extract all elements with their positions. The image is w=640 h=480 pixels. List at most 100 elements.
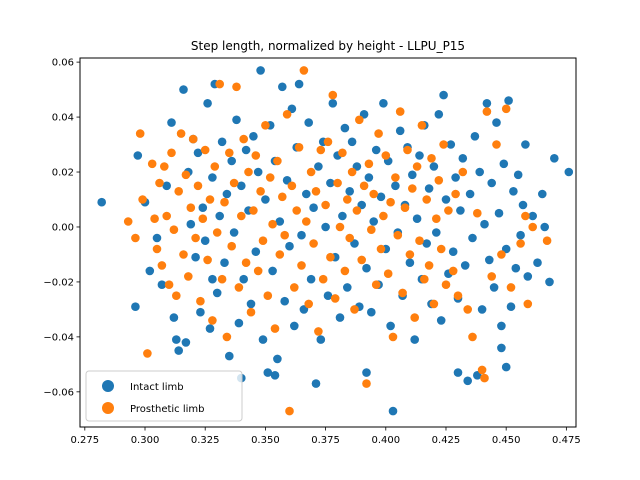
data-point xyxy=(251,151,261,160)
y-axis: 0.06 0.04 0.02 0.00 −0.02 −0.04 −0.06 xyxy=(43,58,80,398)
data-point xyxy=(328,99,338,108)
data-point xyxy=(463,376,473,386)
x-tick-label: 0.275 xyxy=(70,435,99,446)
data-point xyxy=(97,197,106,207)
data-point xyxy=(290,321,299,331)
data-point xyxy=(299,66,309,75)
data-point xyxy=(326,178,335,188)
data-point xyxy=(191,252,200,262)
data-point xyxy=(212,288,222,298)
data-point xyxy=(521,140,530,149)
data-point xyxy=(429,162,439,171)
data-point xyxy=(513,170,523,180)
data-point xyxy=(516,230,525,240)
data-point xyxy=(323,137,333,147)
data-point xyxy=(528,211,537,221)
data-point xyxy=(412,162,422,171)
data-point xyxy=(179,250,188,259)
data-point xyxy=(410,313,420,322)
data-point xyxy=(164,280,174,290)
data-point xyxy=(241,258,251,268)
data-point xyxy=(540,222,549,232)
data-point xyxy=(364,159,374,169)
data-point xyxy=(287,181,297,191)
data-point xyxy=(227,241,236,251)
plot-frame xyxy=(79,57,577,428)
data-point xyxy=(234,318,244,328)
data-point xyxy=(169,225,179,234)
data-point xyxy=(278,192,287,202)
data-point xyxy=(395,126,405,136)
data-point xyxy=(237,181,246,191)
data-point xyxy=(362,379,371,388)
data-point xyxy=(290,283,299,292)
data-point xyxy=(193,148,203,158)
data-point xyxy=(174,346,183,355)
data-point xyxy=(220,258,229,268)
y-tick-label: 0.02 xyxy=(52,168,74,179)
data-point xyxy=(444,206,453,215)
data-point xyxy=(422,195,432,204)
data-point xyxy=(229,178,239,188)
data-point xyxy=(294,79,304,89)
data-point xyxy=(184,272,193,281)
data-point xyxy=(542,236,552,245)
data-point xyxy=(427,154,436,163)
data-point xyxy=(208,316,217,325)
data-point xyxy=(179,85,188,94)
data-point xyxy=(186,203,196,212)
data-point xyxy=(256,66,265,75)
data-point xyxy=(176,129,186,138)
data-point xyxy=(208,274,217,284)
data-point xyxy=(273,156,282,166)
data-point xyxy=(521,211,530,221)
data-point xyxy=(131,233,140,243)
data-point xyxy=(463,305,473,314)
series-1 xyxy=(123,66,552,416)
data-point xyxy=(395,107,405,116)
data-point xyxy=(253,266,263,276)
data-point xyxy=(275,217,285,226)
x-tick-label: 0.350 xyxy=(251,435,280,446)
data-point xyxy=(499,159,509,169)
data-point xyxy=(258,335,268,344)
data-point xyxy=(376,192,386,202)
data-point xyxy=(304,299,314,309)
data-point xyxy=(446,140,456,149)
data-point xyxy=(412,214,422,223)
data-point xyxy=(318,274,328,284)
data-point xyxy=(509,187,518,196)
series-0 xyxy=(97,66,574,416)
data-point xyxy=(362,263,371,273)
data-point xyxy=(198,203,208,212)
data-point xyxy=(143,349,152,358)
data-point xyxy=(338,211,347,221)
data-point xyxy=(355,115,364,125)
data-point xyxy=(367,225,376,234)
data-point xyxy=(436,244,446,254)
data-point xyxy=(205,324,215,333)
data-point xyxy=(538,189,547,199)
data-point xyxy=(302,217,311,226)
data-point xyxy=(160,162,169,171)
data-point xyxy=(340,266,350,276)
legend-label-prosthetic: Prosthetic limb xyxy=(130,404,205,415)
data-point xyxy=(215,211,224,221)
data-point xyxy=(400,203,410,212)
data-point xyxy=(123,217,133,226)
data-point xyxy=(460,261,470,270)
x-tick-label: 0.325 xyxy=(191,435,220,446)
x-tick-label: 0.475 xyxy=(552,435,581,446)
data-point xyxy=(364,173,374,182)
data-point xyxy=(263,368,273,377)
data-point xyxy=(234,283,244,292)
data-point xyxy=(511,263,521,273)
data-point xyxy=(330,294,340,303)
data-point xyxy=(203,255,212,265)
data-point xyxy=(518,200,528,210)
data-point xyxy=(371,280,381,290)
data-point xyxy=(321,200,330,210)
data-point xyxy=(391,173,400,182)
data-point xyxy=(292,206,302,215)
